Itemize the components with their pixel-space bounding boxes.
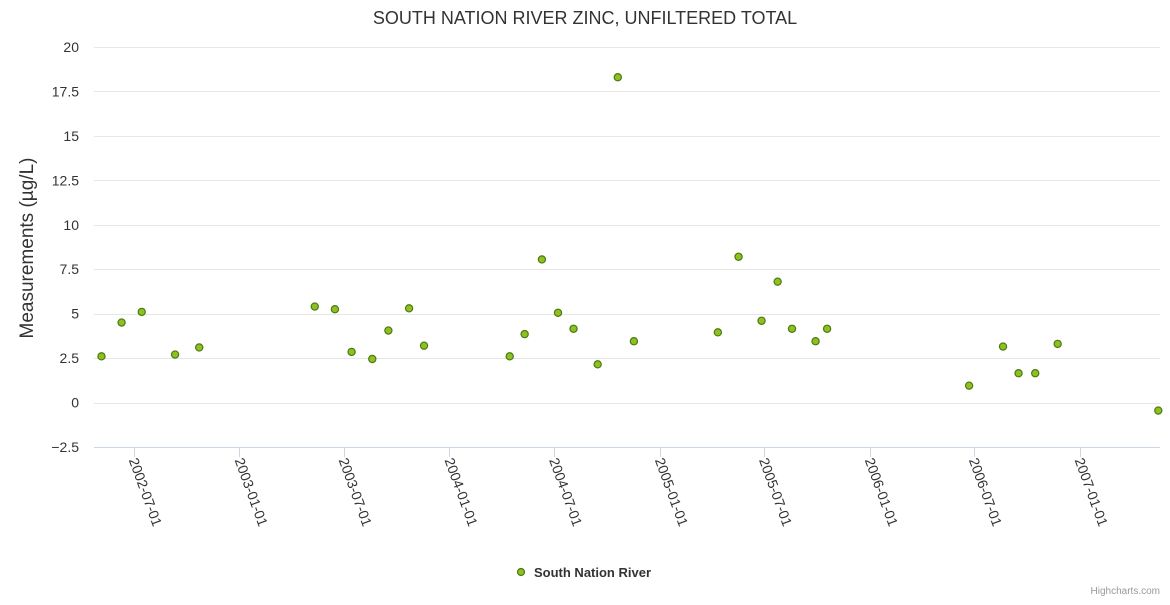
y-tick-label: 15 — [63, 128, 79, 144]
data-point[interactable] — [734, 252, 743, 261]
data-point[interactable] — [964, 381, 974, 390]
data-point[interactable] — [384, 326, 393, 335]
chart-title: SOUTH NATION RIVER ZINC, UNFILTERED TOTA… — [373, 8, 797, 28]
data-point[interactable] — [419, 341, 429, 350]
y-tick-label: 5 — [71, 306, 79, 322]
legend[interactable]: South Nation River — [516, 565, 652, 580]
data-points — [97, 73, 1163, 415]
data-point[interactable] — [1053, 339, 1062, 349]
data-point[interactable] — [97, 352, 106, 361]
x-tick-label: 2007-01-01 — [1072, 456, 1112, 529]
data-point[interactable] — [404, 304, 414, 313]
data-point[interactable] — [1014, 369, 1023, 378]
data-point[interactable] — [811, 337, 820, 346]
credits-link[interactable]: Highcharts.com — [1091, 586, 1160, 597]
data-point[interactable] — [569, 324, 578, 333]
x-tick-label: 2005-07-01 — [756, 456, 796, 529]
data-point[interactable] — [613, 73, 623, 82]
legend-label[interactable]: South Nation River — [534, 565, 651, 580]
legend-marker — [516, 567, 526, 577]
grid-lines — [94, 47, 1160, 404]
x-tick-label: 2006-07-01 — [966, 456, 1006, 529]
data-point[interactable] — [553, 308, 563, 317]
axes: −2.5 0 2.5 5 7.5 10 12.5 15 17.5 20 2002-07-01 2003… — [51, 39, 1160, 529]
y-tick-label: 7.5 — [60, 261, 80, 277]
data-point[interactable] — [787, 324, 797, 333]
y-tick-label: −2.5 — [51, 439, 79, 455]
x-tick-label: 2005-01-01 — [652, 456, 692, 529]
data-point[interactable] — [347, 347, 356, 357]
x-tick-label: 2004-07-01 — [546, 456, 586, 529]
data-point[interactable] — [195, 343, 204, 352]
x-tick-label: 2003-07-01 — [336, 456, 376, 529]
data-point[interactable] — [773, 277, 782, 286]
y-tick-label: 0 — [71, 395, 79, 411]
data-point[interactable] — [170, 350, 180, 359]
data-point[interactable] — [368, 354, 377, 364]
y-tick-label: 2.5 — [60, 350, 80, 366]
data-point[interactable] — [137, 307, 146, 317]
y-tick-label: 10 — [63, 217, 79, 233]
data-point[interactable] — [330, 305, 340, 314]
data-point[interactable] — [629, 337, 639, 346]
data-point[interactable] — [822, 324, 832, 333]
x-tick-label: 2004-01-01 — [442, 456, 482, 529]
data-point[interactable] — [310, 302, 319, 311]
data-point[interactable] — [537, 255, 547, 264]
y-axis-title: Measurements (µg/L) — [17, 158, 38, 339]
data-point[interactable] — [505, 352, 514, 361]
data-point[interactable] — [117, 318, 126, 327]
data-point[interactable] — [1154, 406, 1163, 415]
data-point[interactable] — [593, 360, 602, 369]
x-tick-label: 2003-01-01 — [232, 456, 272, 529]
data-point[interactable] — [520, 329, 529, 339]
x-tick-label: 2006-01-01 — [862, 456, 902, 529]
y-tick-label: 12.5 — [52, 172, 79, 188]
data-point[interactable] — [757, 316, 766, 325]
x-tick-label: 2002-07-01 — [126, 456, 166, 529]
data-point[interactable] — [1031, 369, 1040, 378]
y-tick-label: 17.5 — [52, 83, 79, 99]
data-point[interactable] — [998, 342, 1008, 351]
data-point[interactable] — [713, 328, 723, 337]
y-tick-label: 20 — [63, 39, 79, 55]
